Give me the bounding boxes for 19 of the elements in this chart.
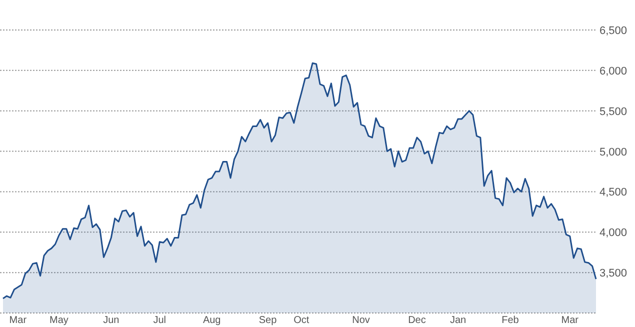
x-tick-label: Jul — [153, 315, 166, 326]
y-tick-label: 5,500 — [599, 106, 627, 118]
x-tick-label: Aug — [202, 315, 221, 326]
x-tick-label: Feb — [502, 315, 520, 326]
y-tick-label: 4,500 — [599, 186, 627, 199]
y-tick-label: 3,500 — [599, 268, 627, 280]
x-tick-label: Mar — [561, 315, 580, 326]
x-tick-label: Oct — [294, 315, 310, 326]
y-tick-label: 5,000 — [599, 146, 627, 158]
y-tick-label: 6,000 — [599, 65, 627, 78]
x-tick-label: Dec — [408, 315, 426, 326]
y-tick-label: 4,000 — [599, 227, 627, 240]
x-tick-label: Jun — [103, 315, 120, 326]
x-tick-label: May — [49, 315, 68, 326]
x-tick-label: Jan — [450, 315, 466, 326]
x-tick-label: Mar — [9, 315, 28, 326]
y-tick-label: 6,500 — [599, 25, 627, 37]
x-tick-label: Sep — [258, 315, 278, 326]
x-tick-label: Nov — [352, 315, 370, 326]
